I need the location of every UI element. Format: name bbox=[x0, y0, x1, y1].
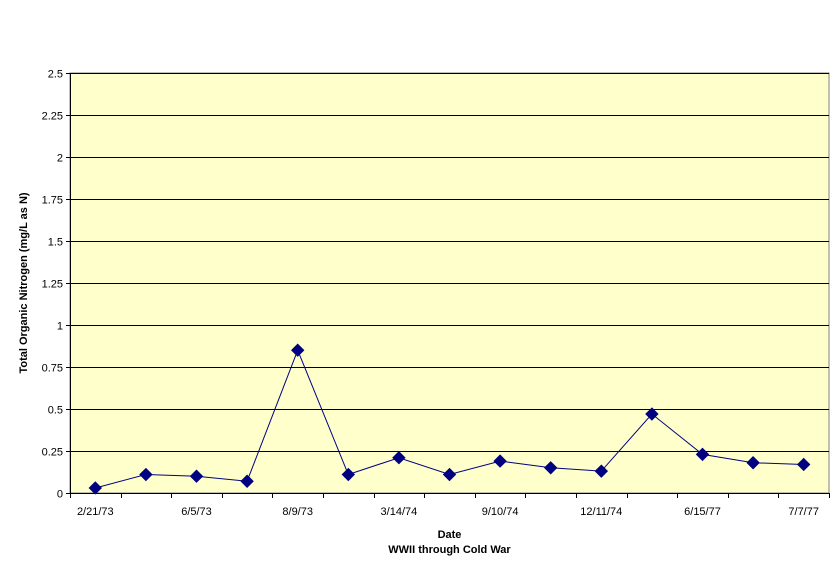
x-axis-subtitle: WWII through Cold War bbox=[388, 544, 511, 556]
data-point bbox=[796, 457, 811, 472]
data-point bbox=[189, 469, 204, 483]
data-point bbox=[493, 454, 507, 468]
y-tick-label: 2 bbox=[57, 153, 63, 165]
y-tick-label: 2.25 bbox=[42, 111, 63, 123]
x-tick-label: 2/21/73 bbox=[77, 506, 114, 518]
y-tick-label: 0.75 bbox=[42, 363, 63, 375]
x-tick-label: 12/11/74 bbox=[580, 506, 622, 518]
data-point bbox=[139, 467, 153, 482]
x-tick-label: 9/10/74 bbox=[482, 506, 519, 518]
y-tick-label: 1.5 bbox=[48, 237, 63, 249]
data-point bbox=[695, 447, 710, 462]
y-tick-label: 1 bbox=[57, 321, 63, 333]
data-point bbox=[594, 464, 609, 478]
data-point bbox=[290, 343, 305, 357]
data-point bbox=[746, 456, 760, 470]
x-tick-label: 7/7/77 bbox=[788, 506, 819, 518]
data-point bbox=[543, 461, 558, 475]
x-tick-label: 8/9/73 bbox=[282, 506, 313, 518]
x-axis-ticks: 2/21/73 6/5/73 8/9/73 3/14/74 9/10/74 12/11/7… bbox=[70, 493, 830, 518]
y-axis-ticks: 0 0.25 0.5 0.75 1 1.25 1.5 1.75 2 2.25 2.5 bbox=[42, 69, 70, 501]
x-tick-label: 6/5/73 bbox=[181, 506, 212, 518]
y-tick-label: 1.25 bbox=[42, 279, 63, 291]
data-point bbox=[392, 451, 406, 465]
data-point bbox=[88, 481, 103, 495]
y-axis-title: Total Organic Nitrogen (mg/L as N) bbox=[18, 192, 30, 373]
y-tick-label: 2.5 bbox=[48, 69, 63, 81]
x-tick-label: 3/14/74 bbox=[381, 506, 418, 518]
y-tick-label: 1.75 bbox=[42, 195, 63, 207]
data-point bbox=[240, 474, 254, 488]
x-tick-label: 6/15/77 bbox=[684, 506, 721, 518]
y-tick-label: 0.5 bbox=[48, 405, 63, 417]
data-point bbox=[645, 407, 659, 421]
y-tick-label: 0.25 bbox=[42, 447, 63, 459]
series-1 bbox=[88, 343, 811, 495]
data-point bbox=[442, 467, 457, 482]
x-axis-title: Date bbox=[438, 529, 462, 541]
y-tick-label: 0 bbox=[57, 489, 63, 501]
data-point bbox=[341, 467, 356, 482]
